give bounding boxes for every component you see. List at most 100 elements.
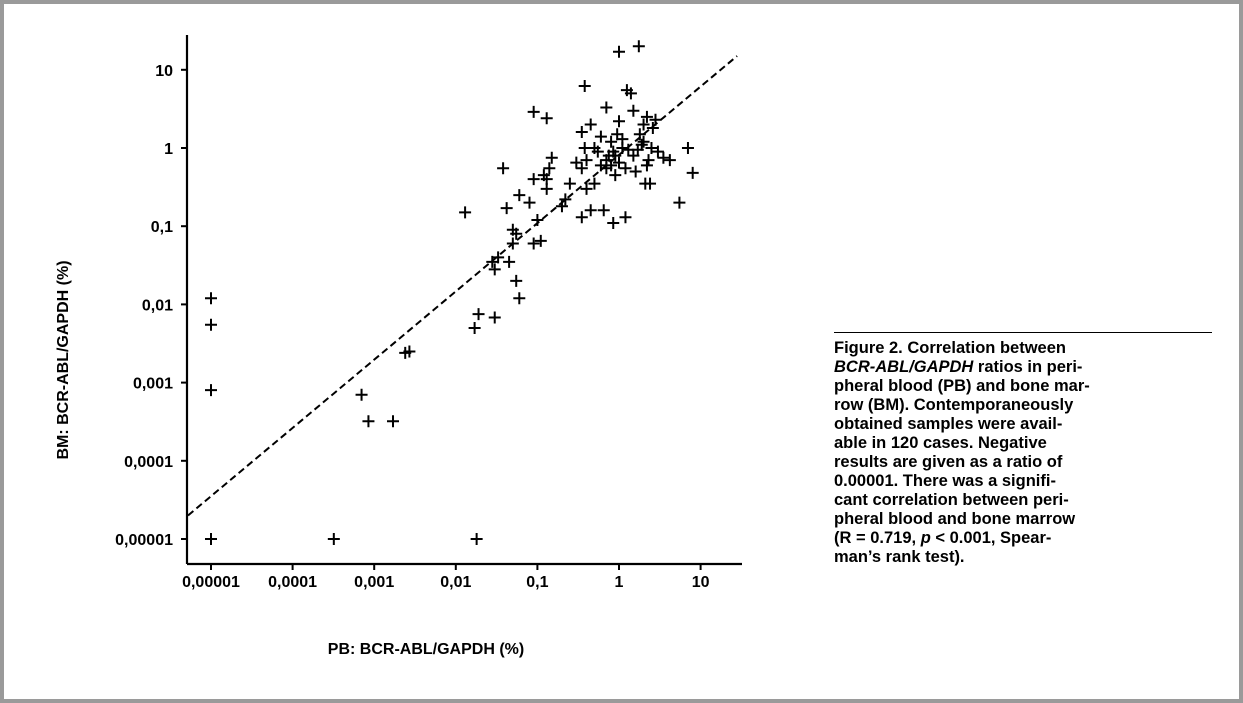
data-point [607, 216, 620, 229]
caption-line: results are given as a ratio of [834, 453, 1063, 471]
data-point [651, 145, 664, 158]
data-point [555, 200, 568, 213]
data-point [646, 122, 659, 135]
data-points [205, 40, 699, 545]
data-point [540, 112, 553, 125]
regression-line [187, 55, 738, 517]
caption-line: (R = 0.719, p < 0.001, Spear- [834, 529, 1212, 548]
figure-caption: Figure 2. Correlation between BCR-ABL/GA… [834, 332, 1212, 567]
data-point [635, 138, 648, 151]
data-point [472, 308, 485, 321]
regression-line-path [187, 55, 738, 517]
caption-line: pheral blood (PB) and bone mar- [834, 377, 1090, 395]
data-point [645, 142, 658, 154]
caption-stat-b: < 0.001, Spear- [930, 529, 1052, 547]
data-point [613, 115, 625, 128]
data-point [205, 292, 217, 305]
data-point [642, 154, 655, 167]
x-tick-label: 0,01 [440, 574, 471, 591]
data-point [575, 211, 588, 224]
x-tick-label: 0,0001 [268, 574, 317, 591]
data-point [649, 113, 662, 126]
caption-italic: BCR-ABL/GAPDH [834, 358, 974, 376]
data-point [629, 165, 642, 178]
data-point [523, 196, 536, 209]
y-tick-label: 10 [155, 63, 173, 80]
data-point [527, 105, 540, 118]
y-tick-label: 0,1 [151, 219, 173, 236]
y-tick-label: 0,0001 [124, 454, 173, 471]
caption-line: Figure 2. Correlation between [834, 339, 1066, 357]
tick-labels: 10 1 0,1 0,01 0,001 0,0001 0,00001 0,00001 0,000… [115, 63, 709, 591]
data-point [600, 101, 613, 114]
data-point [540, 173, 553, 186]
caption-line: row (BM). Contemporaneously [834, 396, 1074, 414]
data-point [570, 156, 583, 169]
data-point [644, 177, 657, 190]
data-point [362, 415, 375, 428]
caption-line: cant correlation between peri- [834, 491, 1069, 509]
data-point [543, 162, 556, 175]
data-point [513, 189, 526, 202]
data-point [619, 162, 632, 175]
data-point [488, 311, 501, 324]
data-point [640, 159, 653, 172]
y-tick-label: 0,001 [133, 376, 173, 393]
data-point [600, 162, 613, 175]
data-point [619, 211, 632, 224]
data-point [591, 145, 604, 158]
data-point [594, 159, 607, 172]
axes [181, 35, 742, 570]
data-point [559, 193, 572, 206]
x-axis-label: PB: BCR-ABL/GAPDH (%) [327, 641, 525, 658]
data-point [468, 321, 481, 334]
data-point [503, 255, 516, 268]
data-point [205, 533, 217, 545]
data-point [580, 182, 593, 195]
data-point [578, 80, 591, 93]
x-tick-label: 0,001 [354, 574, 394, 591]
data-point [575, 126, 588, 139]
data-point [205, 384, 217, 397]
caption-line: man’s rank test). [834, 548, 965, 566]
data-point [637, 118, 650, 131]
data-point [387, 415, 400, 428]
data-point [588, 177, 601, 190]
data-point [580, 154, 593, 167]
caption-p: p [920, 529, 931, 547]
data-point [633, 128, 646, 141]
data-point [488, 263, 501, 276]
data-point [563, 177, 576, 190]
caption-line-rest: ratios in peri- [973, 358, 1083, 376]
data-point [513, 292, 526, 305]
y-tick-label: 0,01 [142, 297, 173, 314]
x-tick-label: 10 [692, 574, 710, 591]
data-point [205, 318, 217, 331]
data-point [510, 274, 523, 287]
y-tick-label: 1 [164, 141, 173, 158]
data-point [470, 533, 483, 545]
data-point [616, 133, 629, 146]
data-point [584, 204, 597, 217]
data-point [459, 206, 472, 219]
data-point [575, 162, 588, 175]
data-point [640, 110, 653, 123]
data-point [531, 214, 544, 227]
data-point [609, 149, 622, 162]
data-point [597, 204, 610, 217]
data-point [613, 156, 625, 169]
caption-line: pheral blood and bone marrow [834, 510, 1076, 528]
x-tick-label: 0,00001 [182, 574, 240, 591]
data-point [605, 135, 618, 148]
data-point [622, 143, 635, 156]
y-axis-label: BM: BCR-ABL/GAPDH (%) [55, 260, 72, 460]
data-point [500, 202, 513, 215]
data-point [534, 234, 547, 247]
data-point [545, 151, 558, 164]
x-tick-label: 0,1 [526, 574, 548, 591]
data-point [613, 45, 625, 58]
caption-line: 0.00001. There was a signifi- [834, 472, 1056, 490]
data-point [506, 237, 519, 250]
